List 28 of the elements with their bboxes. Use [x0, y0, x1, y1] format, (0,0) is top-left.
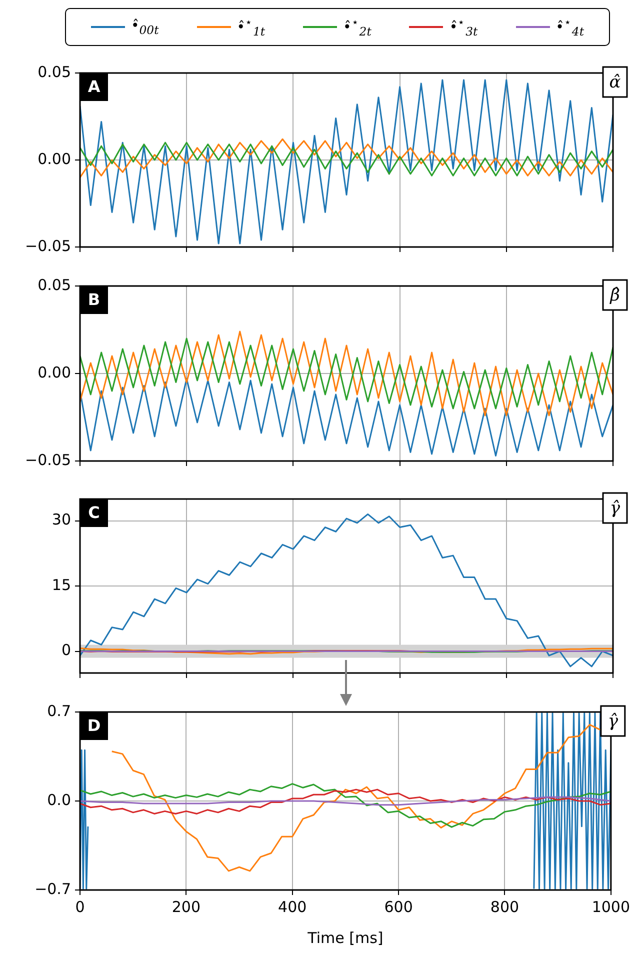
annotation: C [88, 503, 100, 522]
y-tick-label: 0.00 [38, 150, 71, 168]
y-tick-label: −0.05 [25, 450, 71, 469]
y-tick-label: 0 [61, 641, 71, 660]
y-tick-label: 0.05 [38, 62, 71, 81]
y-tick-label: 15 [52, 576, 71, 594]
x-tick-label: 800 [490, 898, 520, 916]
x-tick-label: 0 [75, 898, 85, 916]
y-tick-label: 0.7 [47, 702, 71, 720]
annotation: α̂ [609, 72, 622, 92]
y-tick-label: −0.7 [34, 880, 71, 898]
y-tick-label: −0.05 [25, 236, 71, 255]
x-axis-title: Time [ms] [306, 928, 384, 947]
annotation: γ̂ [610, 498, 621, 518]
y-tick-label: 30 [52, 510, 71, 529]
annotation: B [88, 290, 100, 310]
annotation: β̂ [609, 285, 620, 306]
annotation: γ̂ [608, 711, 619, 732]
y-tick-label: 0.0 [47, 790, 71, 809]
y-tick-label: 0.00 [38, 363, 71, 382]
x-tick-label: 400 [278, 898, 307, 916]
x-tick-label: 600 [384, 898, 413, 916]
x-tick-label: 1000 [592, 898, 630, 916]
annotation: A [88, 77, 101, 96]
annotation: D [87, 716, 101, 736]
legend-label: •̂$_{00t}$ [130, 18, 159, 36]
x-tick-label: 200 [172, 898, 201, 916]
y-tick-label: 0.05 [38, 276, 71, 294]
